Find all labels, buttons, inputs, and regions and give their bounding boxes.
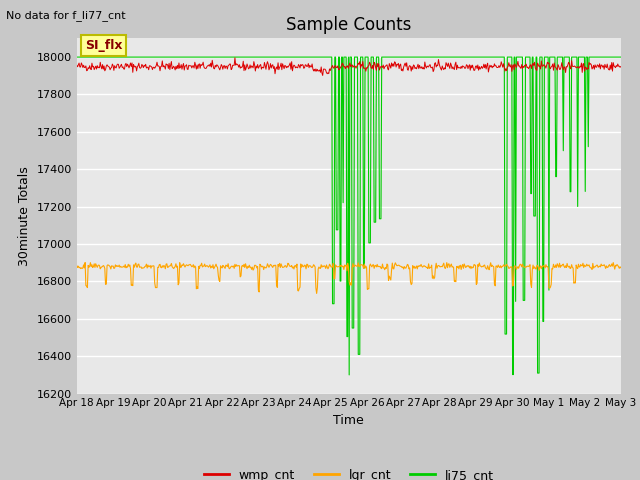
Text: No data for f_li77_cnt: No data for f_li77_cnt <box>6 10 126 21</box>
Y-axis label: 30minute Totals: 30minute Totals <box>18 166 31 266</box>
Title: Sample Counts: Sample Counts <box>286 16 412 34</box>
Legend: wmp_cnt, lgr_cnt, li75_cnt: wmp_cnt, lgr_cnt, li75_cnt <box>198 464 499 480</box>
Text: SI_flx: SI_flx <box>85 39 122 52</box>
X-axis label: Time: Time <box>333 414 364 427</box>
